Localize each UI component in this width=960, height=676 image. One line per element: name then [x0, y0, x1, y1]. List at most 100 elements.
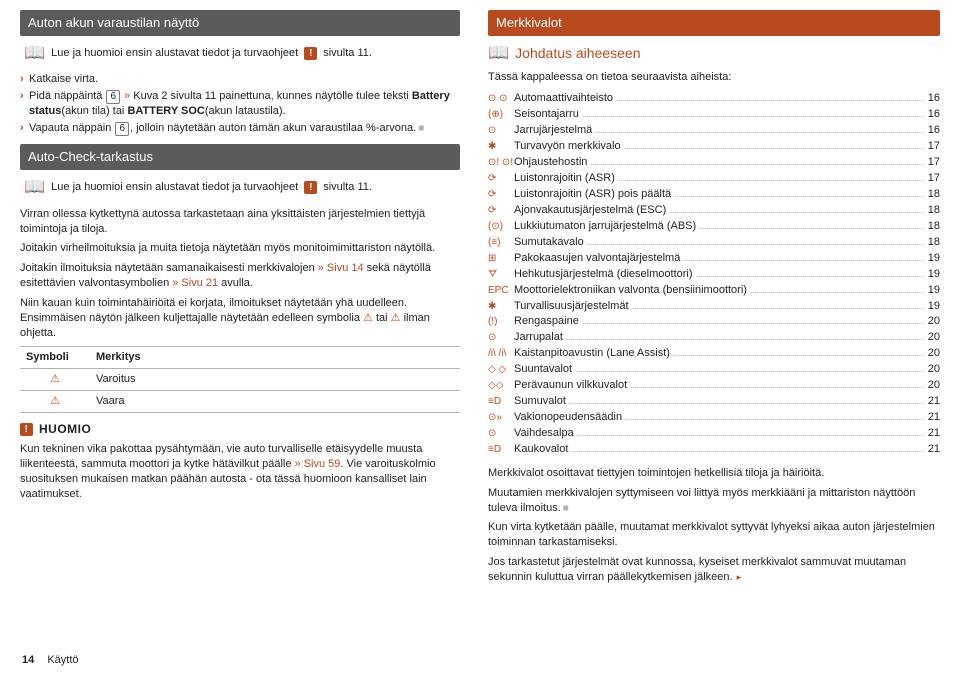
toc-list: ⊙ ⊙Automaattivaihteisto16(⊕)Seisontajarr…	[488, 91, 940, 458]
toc-page: 18	[928, 235, 940, 251]
toc-item: ⊙Jarrupalat20	[488, 330, 940, 346]
read-text-2: Lue ja huomioi ensin alustavat tiedot ja…	[51, 180, 298, 195]
toc-label: Hehkutusjärjestelmä (dieselmoottori)	[514, 267, 693, 283]
toc-item: EPCMoottorielektroniikan valvonta (bensi…	[488, 283, 940, 299]
toc-page: 20	[928, 362, 940, 378]
toc-item: (≡)Sumutakavalo18	[488, 235, 940, 251]
toc-page: 21	[928, 410, 940, 426]
page-footer: 14 Käyttö	[22, 653, 79, 668]
toc-item: (⊕)Seisontajarru 16	[488, 107, 940, 123]
toc-item: ≡DKaukovalot 21	[488, 442, 940, 458]
book-icon: 📖	[24, 42, 45, 65]
indicator-icon: ⊞	[488, 252, 514, 267]
toc-label: Ohjaustehostin	[514, 155, 587, 171]
indicator-icon: ⊙ ⊙	[488, 92, 514, 107]
toc-page: 18	[928, 219, 940, 235]
toc-page: 21	[928, 394, 940, 410]
toc-label: Jarrupalat	[514, 330, 563, 346]
read-text-1: Lue ja huomioi ensin alustavat tiedot ja…	[51, 46, 298, 61]
symbol-table: SymboliMerkitys ⚠Varoitus ⚠Vaara	[20, 346, 460, 413]
toc-page: 21	[928, 426, 940, 442]
toc-page: 18	[928, 203, 940, 219]
indicator-icon: EPC	[488, 284, 514, 299]
indicator-icon: ⟳	[488, 188, 514, 203]
th-meaning: Merkitys	[90, 347, 460, 369]
th-symbol: Symboli	[20, 347, 90, 369]
lights-p4: Jos tarkastetut järjestelmät ovat kunnos…	[488, 555, 940, 585]
warning-icon: !	[304, 181, 317, 194]
section-header-lights: Merkkivalot	[488, 10, 940, 36]
toc-page: 20	[928, 378, 940, 394]
toc-page: 18	[928, 187, 940, 203]
toc-page: 17	[928, 155, 940, 171]
toc-label: Suuntavalot	[514, 362, 572, 378]
read-first-1: 📖 Lue ja huomioi ensin alustavat tiedot …	[24, 42, 460, 65]
indicator-icon: (≡)	[488, 236, 514, 251]
subsection-intro: 📖 Johdatus aiheeseen	[488, 42, 940, 65]
indicator-icon: ✱	[488, 140, 514, 155]
toc-item: ◇ ◇Suuntavalot 20	[488, 362, 940, 378]
indicator-icon: /i\ /i\	[488, 347, 514, 362]
toc-label: Kaistanpitoavustin (Lane Assist)	[514, 346, 670, 362]
toc-label: Kaukovalot	[514, 442, 568, 458]
toc-item: ⊞Pakokaasujen valvontajärjestelmä19	[488, 251, 940, 267]
notice-body: Kun tekninen vika pakottaa pysähtymään, …	[20, 442, 460, 501]
cell-danger-icon: ⚠	[20, 391, 90, 413]
autocheck-p3: Joitakin ilmoituksia näytetään samanaika…	[20, 261, 460, 291]
section-header-autocheck: Auto-Check-tarkastus	[20, 144, 460, 170]
indicator-icon: ⊙	[488, 124, 514, 139]
indicator-icon: (⊕)	[488, 108, 514, 123]
toc-label: Luistonrajoitin (ASR)	[514, 171, 615, 187]
indicator-icon: ≡D	[488, 443, 514, 458]
toc-page: 21	[928, 442, 940, 458]
indicator-icon: ◇ ◇	[488, 363, 514, 378]
toc-label: Turvavyön merkkivalo	[514, 139, 621, 155]
toc-label: Jarrujärjestelmä	[514, 123, 592, 139]
indicator-icon: ≡D	[488, 395, 514, 410]
toc-item: (⊙)Lukkiutumaton jarrujärjestelmä (ABS) 1…	[488, 219, 940, 235]
toc-item: ✱Turvallisuusjärjestelmät19	[488, 299, 940, 315]
toc-page: 19	[928, 251, 940, 267]
toc-label: Rengaspaine	[514, 314, 579, 330]
indicator-icon: ⟳	[488, 172, 514, 187]
step-3: Vapauta näppäin 6, jolloin näytetään aut…	[20, 121, 460, 136]
toc-label: Luistonrajoitin (ASR) pois päältä	[514, 187, 671, 203]
cell-warning-icon: ⚠	[20, 369, 90, 391]
indicator-icon: (⊙)	[488, 220, 514, 235]
toc-label: Perävaunun vilkkuvalot	[514, 378, 627, 394]
warning-icon: !	[20, 423, 33, 436]
page-number: 14	[22, 654, 34, 666]
toc-item: ⟳Luistonrajoitin (ASR) pois päältä 18	[488, 187, 940, 203]
toc-page: 16	[928, 107, 940, 123]
section-header-battery: Auton akun varaustilan näyttö	[20, 10, 460, 36]
lights-p1: Merkkivalot osoittavat tiettyjen toimint…	[488, 466, 940, 481]
toc-item: ⊙»Vakionopeudensäädin21	[488, 410, 940, 426]
toc-item: ✱Turvavyön merkkivalo17	[488, 139, 940, 155]
toc-item: ⊙ ⊙Automaattivaihteisto16	[488, 91, 940, 107]
step-2: Pidä näppäintä 6 » Kuva 2 sivulta 11 pai…	[20, 89, 460, 119]
read-first-2: 📖 Lue ja huomioi ensin alustavat tiedot …	[24, 176, 460, 199]
read-suffix-2: sivulta 11.	[323, 180, 372, 195]
indicator-icon: ⊙! ⊙!	[488, 156, 514, 171]
toc-label: Vaihdesalpa	[514, 426, 574, 442]
toc-label: Ajonvakautusjärjestelmä (ESC)	[514, 203, 666, 219]
warning-icon: !	[304, 47, 317, 60]
indicator-icon: ⟳	[488, 204, 514, 219]
read-suffix-1: sivulta 11.	[323, 46, 372, 61]
autocheck-p2: Joitakin virheilmoituksia ja muita tieto…	[20, 241, 460, 256]
toc-label: Turvallisuusjärjestelmät	[514, 299, 629, 315]
indicator-icon: ⊙»	[488, 411, 514, 426]
book-icon: 📖	[24, 176, 45, 199]
notice-title: HUOMIO	[39, 421, 91, 437]
toc-label: Seisontajarru	[514, 107, 579, 123]
toc-page: 16	[928, 123, 940, 139]
indicator-icon: ⊙	[488, 427, 514, 442]
toc-label: Automaattivaihteisto	[514, 91, 613, 107]
lights-p3: Kun virta kytketään päälle, muutamat mer…	[488, 520, 940, 550]
indicator-icon: (!)	[488, 315, 514, 330]
indicator-icon: ᗊ	[488, 268, 514, 283]
book-icon: 📖	[488, 42, 509, 65]
toc-label: Lukkiutumaton jarrujärjestelmä (ABS)	[514, 219, 696, 235]
toc-item: ⊙! ⊙!Ohjaustehostin 17	[488, 155, 940, 171]
toc-page: 19	[928, 283, 940, 299]
